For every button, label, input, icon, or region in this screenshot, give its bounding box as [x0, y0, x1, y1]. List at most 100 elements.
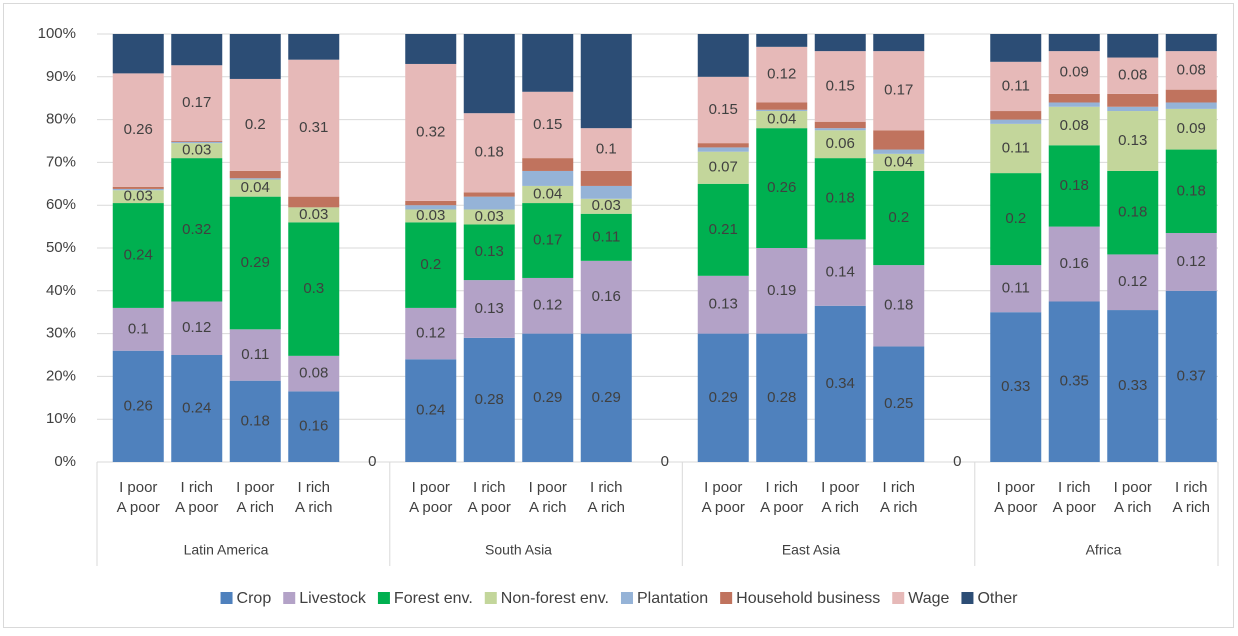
value-label: 0.26: [124, 397, 153, 414]
bar-segment: [229, 170, 281, 179]
legend-label: Non-forest env.: [501, 590, 609, 607]
group-label: Africa: [1086, 542, 1122, 558]
bar-segment: [580, 333, 632, 462]
group-label: East Asia: [782, 542, 841, 558]
y-tick-label: 20%: [46, 367, 76, 384]
x-tick-label: I rich: [590, 479, 623, 496]
legend-swatch: [484, 592, 497, 604]
value-label: 0.29: [709, 389, 738, 406]
bar-segment: [522, 203, 574, 278]
bar-segment: [990, 61, 1042, 112]
legend-swatch: [892, 592, 905, 604]
bar-segment: [112, 350, 164, 462]
value-label: 0.33: [1001, 378, 1030, 395]
bar-segment: [1048, 34, 1100, 52]
bar-segment: [112, 73, 164, 187]
x-tick-label: A rich: [295, 499, 333, 516]
value-label: 0.29: [533, 389, 562, 406]
value-label: 0.26: [767, 179, 796, 196]
value-label: 0.06: [826, 135, 855, 152]
value-label: 0.03: [124, 188, 153, 205]
bar-segment: [697, 147, 749, 152]
value-label: 0.03: [299, 206, 328, 223]
bar-segment: [171, 301, 223, 355]
legend-swatch: [220, 592, 233, 604]
bar-segment: [522, 170, 574, 186]
value-label: 0.12: [416, 325, 445, 342]
legend-label: Wage: [908, 590, 949, 607]
bar-segment: [756, 333, 808, 462]
bar-segment: [1165, 233, 1217, 291]
bar-segment: [990, 265, 1042, 313]
bar-segment: [756, 111, 808, 129]
bar-segment: [580, 198, 632, 214]
value-label: 0.29: [592, 389, 621, 406]
bar-segment: [288, 355, 340, 392]
bar-segment: [814, 158, 866, 240]
value-label: 0.09: [1177, 120, 1206, 137]
bar-segment: [873, 170, 925, 266]
bar-segment: [171, 355, 223, 462]
bar-segment: [463, 209, 515, 225]
bar-segment: [229, 380, 281, 462]
value-label: 0.34: [826, 375, 855, 392]
y-tick-label: 100%: [38, 25, 76, 42]
x-tick-label: I poor: [821, 479, 859, 496]
value-label: 0.21: [709, 221, 738, 238]
value-label: 0.2: [420, 256, 441, 273]
value-label: 0.11: [1002, 139, 1030, 156]
legend-swatch: [961, 592, 974, 604]
bar-segment: [1165, 108, 1217, 150]
value-label: 0.37: [1177, 367, 1206, 384]
value-label: 0.12: [1177, 253, 1206, 270]
bar-segment: [873, 265, 925, 347]
bar-segment: [580, 34, 632, 129]
value-label: 0.35: [1060, 373, 1089, 390]
bar-segment: [1107, 254, 1159, 311]
bar-segment: [814, 34, 866, 52]
bar-segment: [405, 307, 457, 360]
x-tick-label: A rich: [529, 499, 567, 516]
value-label: 0.11: [592, 228, 620, 245]
value-label: 0.18: [241, 412, 270, 429]
value-label: 0.17: [533, 231, 562, 248]
value-label: 0.08: [299, 365, 328, 382]
x-tick-label: A poor: [468, 499, 511, 516]
x-tick-label: A rich: [880, 499, 918, 516]
value-label: 0.07: [709, 159, 738, 176]
value-label: 0.04: [241, 179, 270, 196]
bar-segment: [112, 190, 164, 204]
x-tick-label: A rich: [236, 499, 274, 516]
bar-segment: [405, 63, 457, 201]
value-label: 0: [953, 453, 961, 470]
bar-segment: [697, 183, 749, 276]
value-label: 0.04: [884, 153, 913, 170]
bar-segment: [990, 123, 1042, 174]
bar-segment: [171, 143, 223, 159]
bar-segment: [463, 113, 515, 193]
value-label: 0.32: [416, 123, 445, 140]
bar-segment: [463, 280, 515, 338]
value-label: 0.12: [182, 319, 211, 336]
bar-segment: [697, 143, 749, 148]
value-label: 0: [661, 453, 669, 470]
legend-swatch: [720, 592, 733, 604]
y-tick-label: 50%: [46, 239, 76, 256]
bar-segment: [756, 34, 808, 47]
x-tick-label: I rich: [297, 479, 330, 496]
bar-segment: [1165, 290, 1217, 462]
value-label: 0.16: [299, 418, 328, 435]
value-label: 0.04: [533, 185, 562, 202]
bar-segment: [171, 141, 223, 142]
bar-segment: [405, 34, 457, 64]
bar-segment: [1107, 170, 1159, 255]
bar-segment: [288, 59, 340, 197]
value-label: 0.28: [475, 391, 504, 408]
y-tick-label: 40%: [46, 282, 76, 299]
bar-segment: [405, 222, 457, 308]
value-label: 0.18: [1177, 182, 1206, 199]
bar-segment: [697, 333, 749, 462]
value-label: 0.12: [767, 66, 796, 83]
y-tick-label: 80%: [46, 111, 76, 128]
bar-segment: [756, 102, 808, 110]
